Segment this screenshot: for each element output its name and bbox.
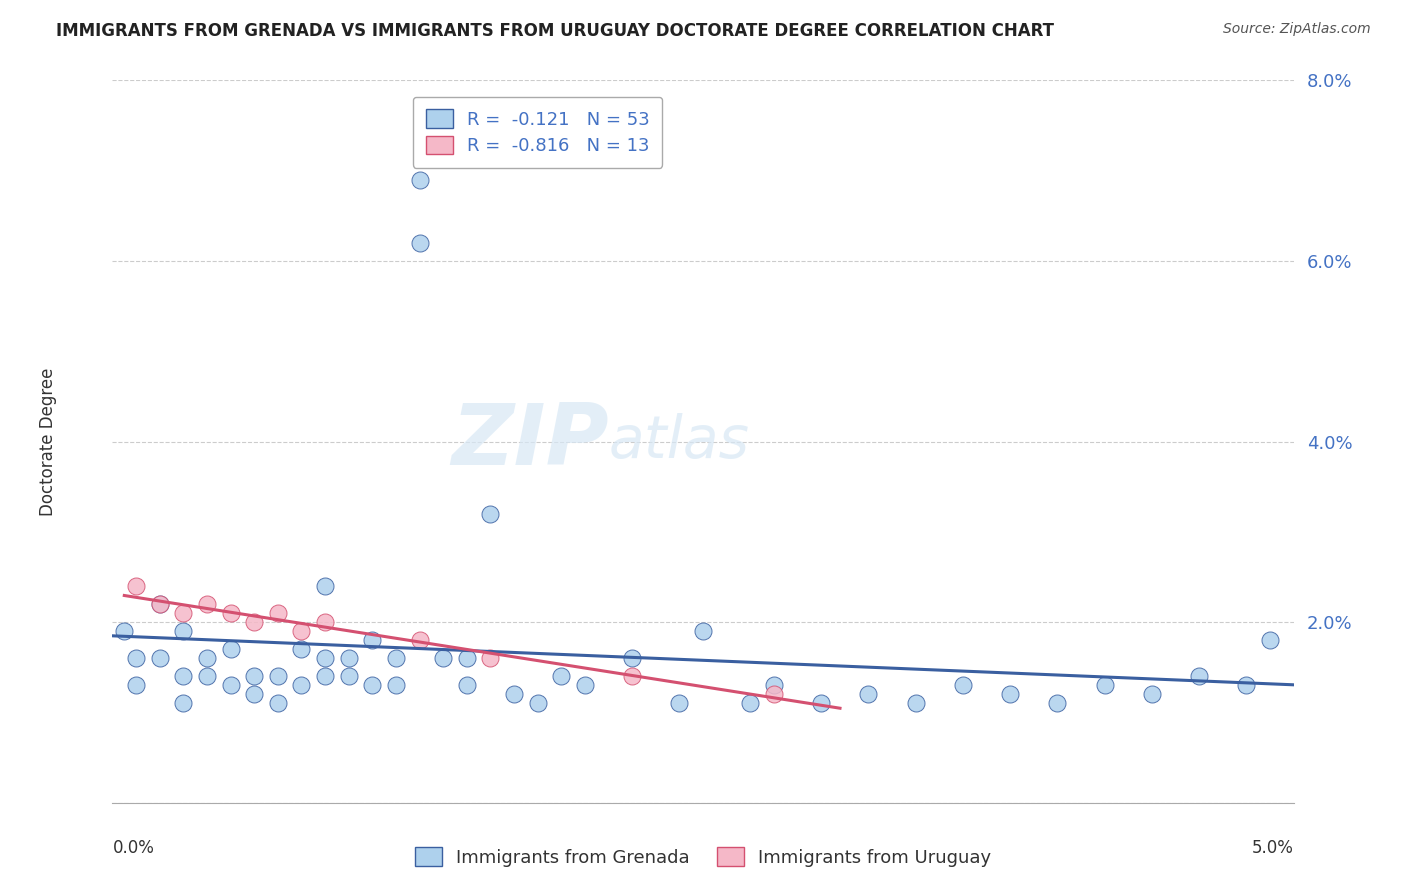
Point: [172, 606, 194, 620]
Point: [361, 633, 384, 648]
Point: [219, 642, 242, 657]
Point: [195, 651, 218, 665]
Legend: R =  -0.121   N = 53, R =  -0.816   N = 13: R = -0.121 N = 53, R = -0.816 N = 13: [413, 96, 662, 168]
Point: [172, 669, 194, 683]
Text: 0.0%: 0.0%: [112, 838, 155, 857]
Point: [952, 678, 974, 692]
Point: [762, 687, 785, 701]
Point: [479, 651, 502, 665]
Point: [668, 697, 690, 711]
Point: [432, 651, 454, 665]
Point: [408, 633, 430, 648]
Point: [125, 678, 148, 692]
Point: [290, 624, 312, 639]
Point: [1188, 669, 1211, 683]
Point: [290, 678, 312, 692]
Text: 5.0%: 5.0%: [1251, 838, 1294, 857]
Point: [314, 669, 336, 683]
Point: [243, 669, 266, 683]
Point: [267, 606, 290, 620]
Point: [219, 678, 242, 692]
Point: [692, 624, 714, 639]
Point: [621, 669, 644, 683]
Point: [1234, 678, 1257, 692]
Point: [574, 678, 596, 692]
Point: [125, 651, 148, 665]
Point: [267, 697, 290, 711]
Text: atlas: atlas: [609, 413, 749, 470]
Point: [112, 624, 135, 639]
Point: [243, 687, 266, 701]
Point: [810, 697, 832, 711]
Text: ZIP: ZIP: [451, 400, 609, 483]
Point: [125, 579, 148, 593]
Text: IMMIGRANTS FROM GRENADA VS IMMIGRANTS FROM URUGUAY DOCTORATE DEGREE CORRELATION : IMMIGRANTS FROM GRENADA VS IMMIGRANTS FR…: [56, 22, 1054, 40]
Point: [550, 669, 572, 683]
Point: [456, 678, 478, 692]
Point: [195, 597, 218, 611]
Point: [314, 579, 336, 593]
Point: [314, 615, 336, 630]
Point: [1140, 687, 1163, 701]
Legend: Immigrants from Grenada, Immigrants from Uruguay: Immigrants from Grenada, Immigrants from…: [408, 840, 998, 874]
Point: [219, 606, 242, 620]
Point: [456, 651, 478, 665]
Point: [479, 507, 502, 521]
Point: [361, 678, 384, 692]
Text: Doctorate Degree: Doctorate Degree: [38, 368, 56, 516]
Point: [149, 597, 172, 611]
Point: [408, 172, 430, 186]
Point: [267, 669, 290, 683]
Point: [149, 651, 172, 665]
Point: [904, 697, 927, 711]
Point: [337, 651, 360, 665]
Point: [503, 687, 526, 701]
Point: [337, 669, 360, 683]
Point: [195, 669, 218, 683]
Point: [740, 697, 762, 711]
Point: [526, 697, 548, 711]
Point: [172, 697, 194, 711]
Point: [408, 235, 430, 250]
Point: [172, 624, 194, 639]
Point: [1046, 697, 1069, 711]
Point: [1258, 633, 1281, 648]
Point: [762, 678, 785, 692]
Point: [385, 678, 408, 692]
Point: [290, 642, 312, 657]
Point: [858, 687, 880, 701]
Point: [1094, 678, 1116, 692]
Point: [621, 651, 644, 665]
Text: Source: ZipAtlas.com: Source: ZipAtlas.com: [1223, 22, 1371, 37]
Point: [149, 597, 172, 611]
Point: [998, 687, 1021, 701]
Point: [243, 615, 266, 630]
Point: [314, 651, 336, 665]
Point: [385, 651, 408, 665]
